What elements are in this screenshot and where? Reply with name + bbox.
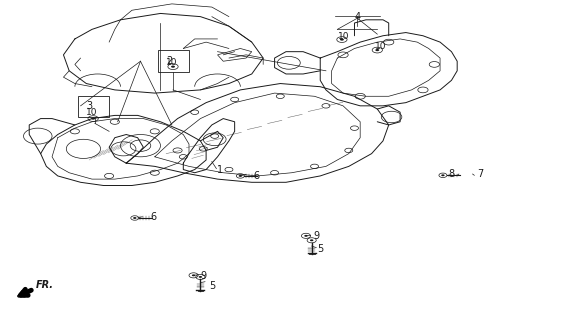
- Circle shape: [171, 66, 175, 68]
- Circle shape: [198, 276, 202, 278]
- Circle shape: [133, 217, 137, 219]
- Text: 1: 1: [217, 164, 224, 174]
- Circle shape: [441, 174, 444, 176]
- Text: 10: 10: [86, 108, 98, 117]
- Text: 10: 10: [166, 58, 178, 67]
- Bar: [78, 96, 109, 117]
- Circle shape: [192, 274, 195, 276]
- Circle shape: [91, 117, 95, 120]
- Text: 3: 3: [86, 101, 92, 111]
- Text: 7: 7: [477, 169, 483, 179]
- Text: 10: 10: [339, 32, 350, 41]
- Text: 5: 5: [317, 244, 323, 254]
- Text: 9: 9: [314, 231, 320, 242]
- Text: 10: 10: [375, 42, 387, 52]
- Text: 6: 6: [150, 212, 157, 222]
- Circle shape: [304, 235, 308, 237]
- Text: FR.: FR.: [36, 280, 54, 290]
- Circle shape: [310, 239, 313, 241]
- Text: 4: 4: [354, 12, 360, 22]
- Circle shape: [340, 38, 344, 41]
- Text: 8: 8: [448, 169, 455, 179]
- Text: 6: 6: [253, 171, 259, 181]
- Text: 5: 5: [209, 281, 215, 291]
- Circle shape: [375, 49, 379, 51]
- Bar: [158, 50, 189, 72]
- Circle shape: [239, 175, 242, 177]
- Text: 2: 2: [166, 56, 172, 66]
- Text: 9: 9: [201, 271, 207, 281]
